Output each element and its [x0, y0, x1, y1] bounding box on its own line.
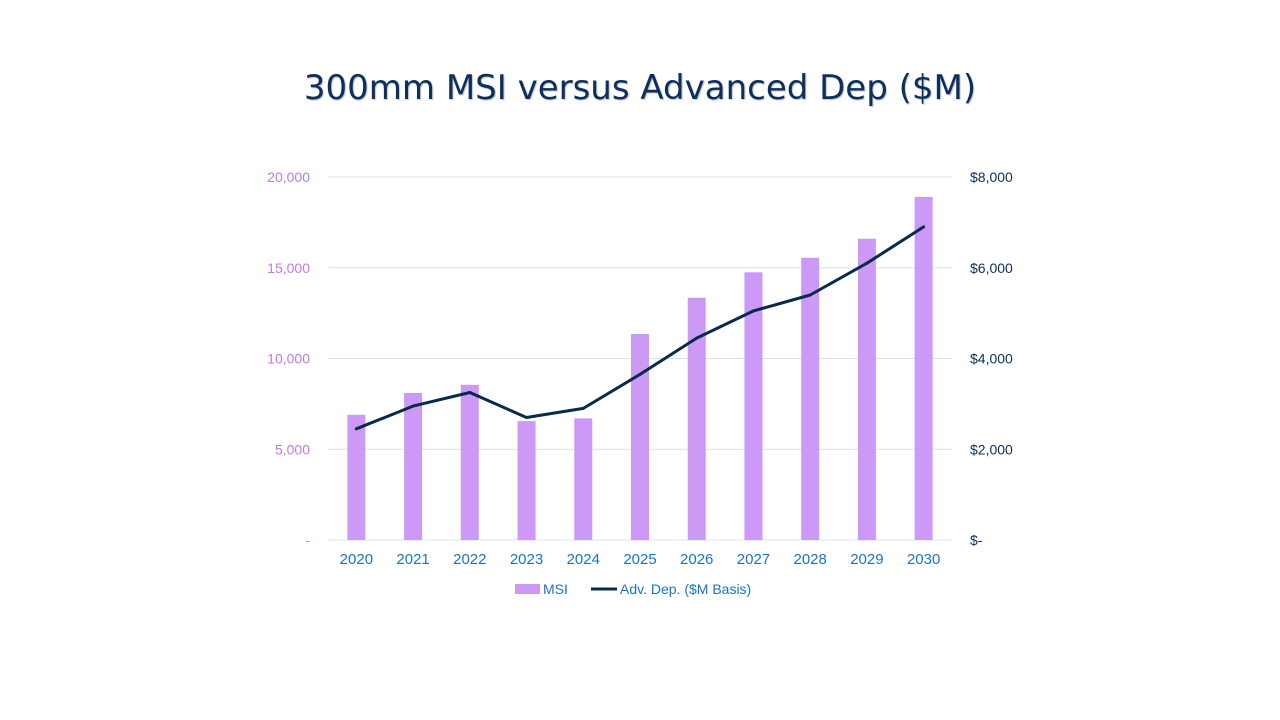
- msi-bar: [914, 196, 933, 540]
- right-tick-label: $4,000: [970, 351, 1013, 367]
- x-tick-label: 2024: [567, 551, 600, 568]
- x-tick-label: 2020: [340, 551, 373, 568]
- left-tick-label: 5,000: [275, 441, 310, 457]
- msi-bar: [631, 333, 649, 540]
- adv-dep-point: [581, 406, 585, 410]
- x-tick-label: 2030: [907, 551, 940, 568]
- msi-bar: [801, 257, 820, 540]
- x-tick-label: 2025: [623, 551, 656, 568]
- x-axis: 2020 2021 2022 2023 2024 2025 2026 2027 2028 2029…: [340, 551, 941, 568]
- adv-dep-point: [468, 391, 472, 395]
- legend: MSI Adv. Dep. ($M Basis): [515, 581, 751, 597]
- x-tick-label: 2026: [680, 551, 713, 568]
- right-tick-label: $2,000: [970, 441, 1013, 457]
- right-tick-label: $-: [970, 532, 983, 548]
- adv-dep-point: [751, 309, 755, 313]
- adv-dep-point: [808, 293, 812, 297]
- msi-bar: [857, 238, 876, 540]
- left-tick-label: 20,000: [267, 169, 310, 185]
- right-axis: $- $2,000 $4,000 $6,000 $8,000: [970, 169, 1013, 548]
- adv-dep-point: [865, 261, 869, 265]
- right-tick-label: $6,000: [970, 260, 1013, 276]
- adv-dep-point: [695, 336, 699, 340]
- left-tick-label: 10,000: [267, 351, 310, 367]
- chart-title: 300mm MSI versus Advanced Dep ($M): [303, 68, 977, 108]
- x-tick-label: 2028: [793, 551, 826, 568]
- left-axis: - 5,000 10,000 15,000 20,000: [267, 169, 310, 548]
- msi-bar: [404, 392, 423, 540]
- right-tick-label: $8,000: [970, 169, 1013, 185]
- left-tick-label: 15,000: [267, 260, 310, 276]
- msi-bar: [687, 297, 706, 540]
- x-tick-label: 2023: [510, 551, 543, 568]
- legend-label-msi: MSI: [543, 581, 568, 597]
- adv-dep-point: [411, 404, 415, 408]
- x-tick-label: 2021: [396, 551, 429, 568]
- msi-bar: [460, 384, 479, 540]
- msi-bar: [744, 272, 763, 540]
- x-tick-label: 2027: [737, 551, 770, 568]
- left-tick-label: -: [305, 532, 310, 548]
- x-tick-label: 2022: [453, 551, 486, 568]
- adv-dep-point: [638, 372, 642, 376]
- msi-bar: [347, 414, 366, 540]
- adv-dep-point: [354, 427, 358, 431]
- adv-dep-point: [922, 225, 926, 229]
- legend-swatch-msi: [515, 584, 540, 594]
- adv-dep-point: [525, 415, 529, 419]
- adv-dep-line: [354, 225, 926, 431]
- msi-bar: [517, 421, 536, 540]
- legend-label-adv-dep: Adv. Dep. ($M Basis): [620, 581, 751, 597]
- x-tick-label: 2029: [850, 551, 883, 568]
- msi-bar: [574, 418, 593, 540]
- msi-bars: [347, 196, 933, 540]
